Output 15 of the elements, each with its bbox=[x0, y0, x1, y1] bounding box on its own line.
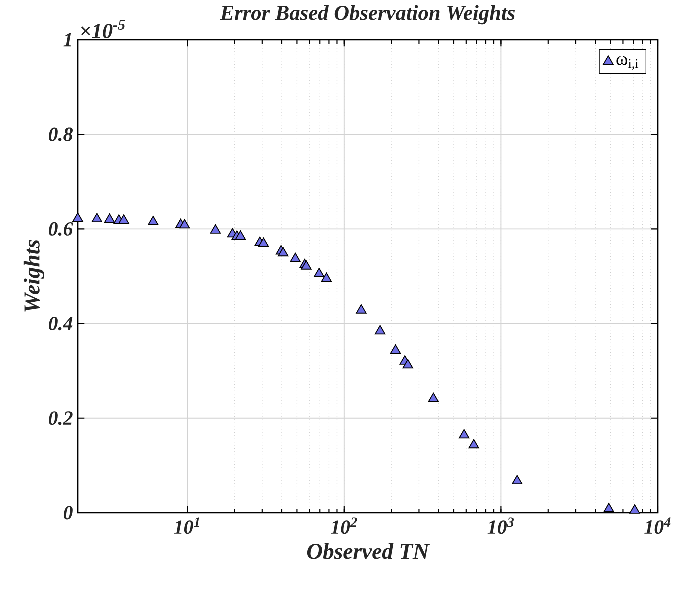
x-tick-label: 10$^{3}$ bbox=[488, 518, 514, 534]
x-tick-label: 10$^{4}$ bbox=[644, 518, 671, 534]
x-tick-label: 10$^{1}$ bbox=[174, 518, 200, 534]
y-tick-label: 0.4 bbox=[48, 317, 73, 331]
y-tick-label: 0 bbox=[64, 506, 73, 520]
y-axis-title: Weights bbox=[24, 240, 44, 312]
x-tick-label: 10$^{2}$ bbox=[331, 518, 358, 534]
legend-label: ω$_{i,i}$ bbox=[616, 56, 639, 70]
y-tick-label: 0.8 bbox=[48, 128, 73, 142]
text: ×10$^{-5}$ bbox=[81, 20, 126, 38]
y-tick-label: 0.6 bbox=[48, 222, 74, 236]
x-axis-title: Observed TN bbox=[307, 543, 430, 560]
y-tick-label: 0.2 bbox=[48, 412, 73, 426]
chart-title: Error Based Observation Weights bbox=[220, 5, 516, 25]
y-tick-label: 1 bbox=[64, 33, 72, 47]
